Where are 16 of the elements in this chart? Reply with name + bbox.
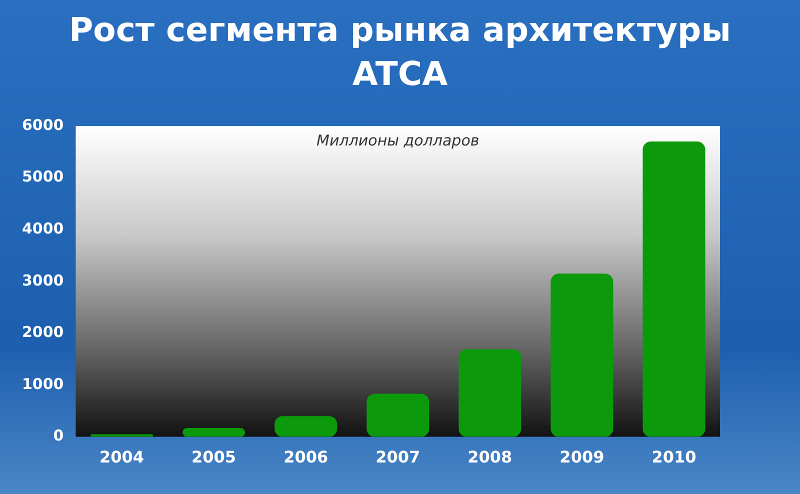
y-tick-label: 6000 — [22, 116, 64, 134]
y-tick-label: 0 — [53, 426, 64, 445]
x-tick-label: 2007 — [376, 448, 420, 467]
y-tick-label: 5000 — [22, 168, 64, 186]
x-tick-label: 2005 — [192, 448, 236, 467]
chart-subtitle: Миллионы долларов — [316, 131, 480, 150]
x-tick-label: 2010 — [652, 448, 696, 467]
x-tick-label: 2009 — [560, 448, 604, 467]
x-tick-label: 2008 — [468, 448, 512, 467]
chart-title: Рост сегмента рынка архитектуры ATCA — [68, 9, 732, 95]
y-tick-label: 1000 — [22, 374, 64, 393]
x-tick-label: 2006 — [284, 448, 328, 467]
y-tick-label: 2000 — [22, 323, 64, 342]
y-tick-label: 4000 — [22, 219, 64, 238]
x-tick-label: 2004 — [100, 448, 144, 467]
y-tick-label: 3000 — [22, 271, 64, 290]
